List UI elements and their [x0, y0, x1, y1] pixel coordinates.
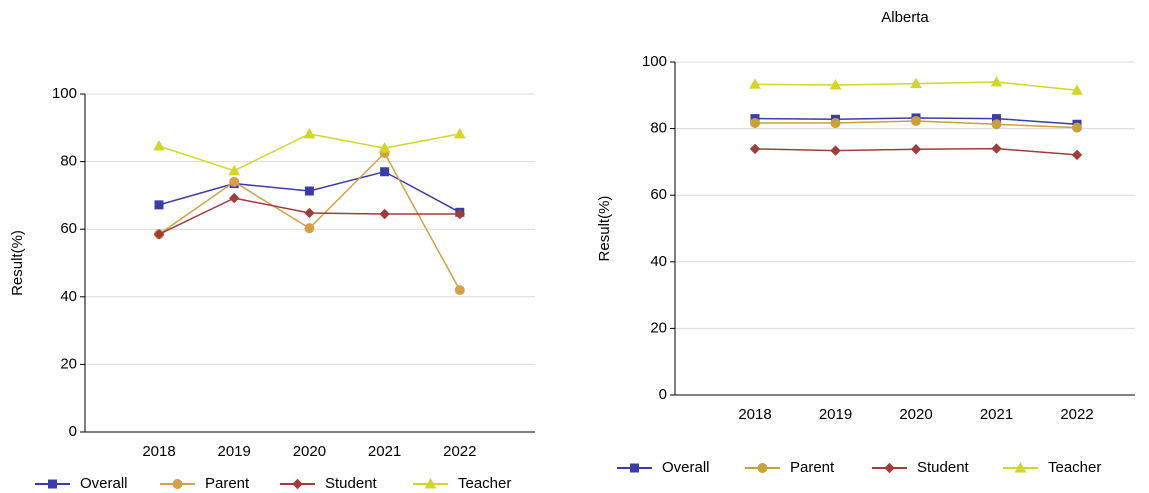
legend-label: Parent [790, 459, 835, 476]
marker [304, 223, 315, 234]
y-tick-label: 100 [52, 85, 77, 102]
marker [1071, 149, 1083, 161]
marker [830, 145, 841, 156]
x-tick-label: 2021 [980, 406, 1013, 423]
marker [630, 463, 639, 473]
marker [453, 127, 466, 139]
series-line [158, 151, 461, 291]
marker [378, 142, 391, 153]
marker [911, 115, 921, 126]
marker [749, 143, 761, 155]
marker [454, 208, 466, 220]
y-tick-label: 0 [659, 386, 667, 403]
x-tick-label: 2020 [899, 406, 932, 423]
y-tick-label: 20 [60, 355, 77, 372]
marker [829, 78, 842, 90]
marker [379, 208, 390, 220]
marker [304, 207, 315, 219]
x-tick-label: 2019 [218, 443, 251, 460]
x-tick-label: 2022 [1060, 406, 1093, 423]
marker [991, 143, 1002, 154]
marker [154, 200, 164, 210]
marker [424, 477, 437, 489]
marker [910, 77, 922, 89]
y-tick-label: 40 [650, 253, 667, 270]
chart-title: Alberta [881, 9, 929, 26]
marker [229, 176, 240, 187]
marker [1071, 84, 1083, 95]
marker [228, 164, 241, 176]
marker [48, 479, 57, 489]
y-tick-label: 100 [642, 53, 667, 70]
y-tick-label: 40 [60, 288, 77, 305]
marker [884, 462, 895, 474]
legend-label: Student [325, 475, 378, 492]
y-axis-label: Result(%) [9, 230, 26, 296]
marker [749, 78, 761, 89]
x-tick-label: 2020 [293, 443, 326, 460]
y-tick-label: 20 [650, 319, 667, 336]
y-tick-label: 0 [69, 423, 77, 440]
legend-label: Overall [80, 475, 128, 492]
y-tick-label: 60 [60, 220, 77, 237]
x-tick-label: 2018 [142, 443, 175, 460]
y-tick-label: 80 [650, 120, 667, 137]
series-line [158, 133, 460, 172]
legend-label: Overall [662, 459, 710, 476]
marker [153, 229, 165, 240]
marker [172, 479, 183, 489]
marker [303, 127, 316, 139]
x-tick-label: 2018 [738, 406, 771, 423]
y-tick-label: 80 [60, 153, 77, 170]
marker [304, 186, 314, 196]
legend-label: Teacher [458, 475, 511, 492]
marker [757, 463, 768, 473]
marker [228, 192, 240, 204]
y-axis-label: Result(%) [596, 196, 613, 262]
x-tick-label: 2022 [443, 443, 476, 460]
legend-label: Teacher [1048, 459, 1101, 476]
marker [153, 140, 165, 151]
marker [1014, 461, 1027, 473]
marker [380, 167, 390, 177]
legend-label: Student [917, 459, 970, 476]
marker [910, 144, 922, 155]
x-tick-label: 2021 [368, 443, 401, 460]
marker [1072, 122, 1082, 133]
marker [750, 117, 760, 128]
marker [830, 117, 841, 128]
y-tick-label: 60 [650, 186, 667, 203]
marker [454, 285, 465, 296]
marker [990, 75, 1003, 87]
marker [991, 119, 1002, 130]
x-tick-label: 2019 [819, 406, 852, 423]
legend-label: Parent [205, 475, 250, 492]
marker [292, 478, 303, 490]
